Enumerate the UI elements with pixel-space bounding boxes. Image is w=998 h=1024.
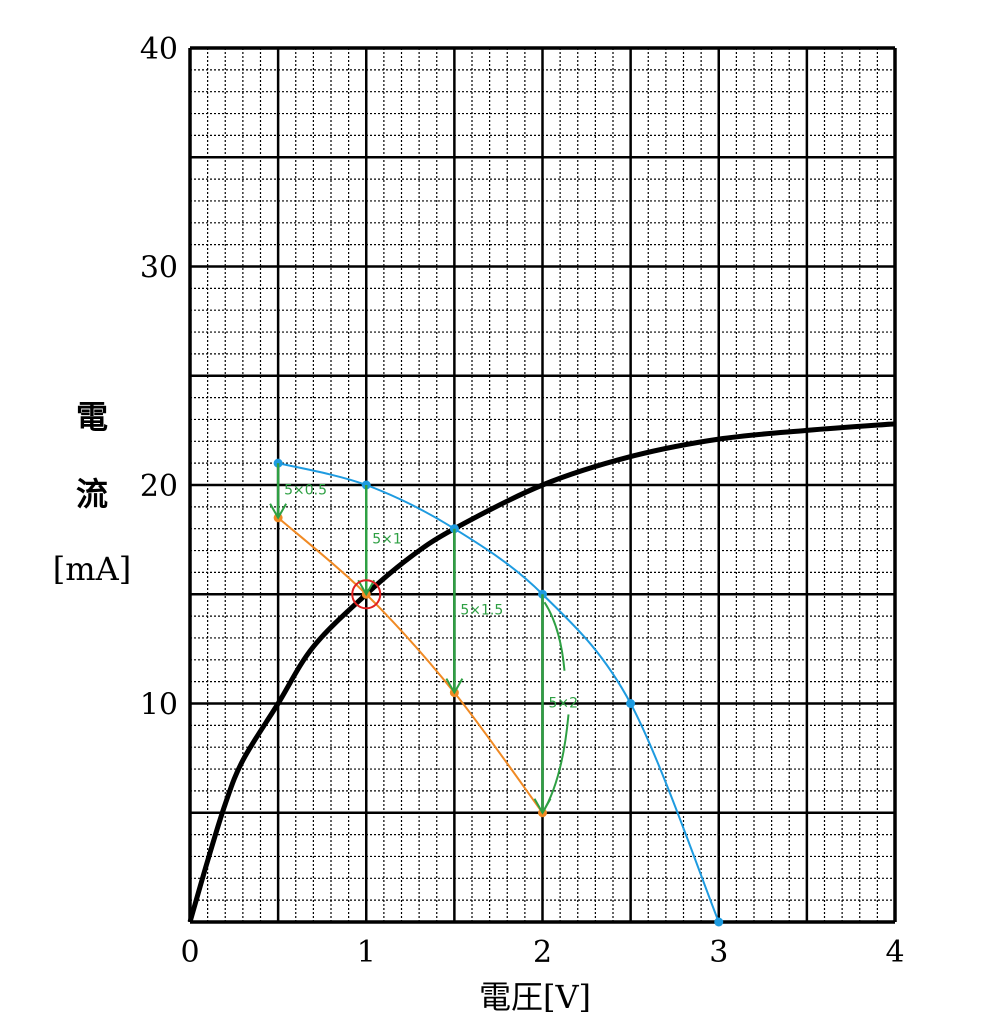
- x-tick-label: 0: [180, 935, 199, 970]
- blue-curve: [277, 462, 720, 923]
- x-tick-label: 1: [357, 935, 376, 970]
- orange-curve: [277, 517, 544, 814]
- y-tick-label: 30: [140, 251, 178, 286]
- y-label-1: 電: [76, 398, 108, 436]
- annotation-label: 5×1: [372, 532, 402, 548]
- x-tick-label: 2: [533, 935, 552, 970]
- y-label-2: 流: [76, 475, 108, 513]
- y-tick-label: 40: [140, 32, 178, 67]
- annotation-label: 5×2: [549, 696, 579, 712]
- intersection-circle: [351, 579, 382, 610]
- x-tick-label: 4: [885, 935, 904, 970]
- y-tick-label: 20: [140, 469, 178, 504]
- x-label: 電圧[V]: [479, 978, 591, 1016]
- arrow-head: [445, 678, 464, 695]
- y-tick-label: 10: [140, 688, 178, 723]
- annotation-label: 5×0.5: [284, 482, 327, 498]
- curved-stroke: [543, 601, 566, 671]
- data-point: [626, 699, 636, 708]
- grid: [188, 46, 897, 924]
- annotation-label: 5×1.5: [460, 603, 503, 619]
- data-point: [714, 917, 724, 927]
- tick-labels: 0 1 2 3 4 10 20 30 40: [140, 32, 905, 970]
- x-tick-label: 3: [709, 935, 728, 970]
- arrow-head: [269, 503, 287, 520]
- series-layer: [187, 421, 896, 927]
- characteristic-curve: [187, 421, 896, 923]
- curved-stroke: [541, 714, 570, 814]
- arrow-head: [357, 579, 376, 597]
- annotation-layer: 5×0.5 5×1 5×1.5 5×2: [269, 463, 579, 815]
- y-label-3: [mA]: [53, 550, 131, 588]
